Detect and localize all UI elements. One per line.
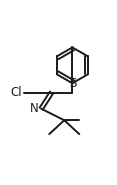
Text: N: N — [29, 102, 38, 115]
Text: S: S — [69, 77, 77, 90]
Text: Cl: Cl — [10, 86, 22, 99]
